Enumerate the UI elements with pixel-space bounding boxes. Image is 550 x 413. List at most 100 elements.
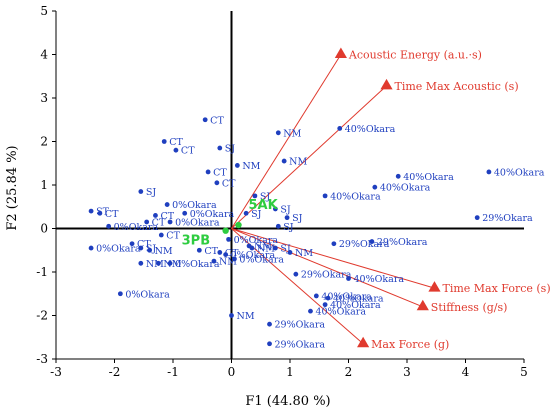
data-point-label: 40%Okara [345, 124, 396, 135]
variable-label: Time Max Force (s) [442, 282, 550, 295]
data-point [217, 250, 223, 255]
data-point [322, 302, 328, 308]
data-point-label: NM [242, 161, 260, 172]
data-point-label: 29%Okara [339, 239, 390, 250]
variable-vectors: Acoustic Energy (a.u.·s) Time Max Acousti… [231, 47, 550, 351]
y-tick-label: -2 [36, 309, 48, 323]
data-point [474, 215, 480, 221]
data-point-label: SJ [283, 222, 294, 233]
y-tick-label: 1 [40, 178, 48, 192]
data-point [223, 252, 229, 257]
data-point [234, 163, 240, 168]
data-point [272, 206, 278, 212]
x-tick-label: 3 [403, 365, 411, 379]
data-point [202, 117, 208, 123]
data-point-label: SJ [280, 244, 291, 255]
data-point-label: NM [155, 246, 173, 257]
axes: -3 -2 -1 0 1 2 3 4 5 -3 -2 -1 0 1 2 3 4 5 [36, 4, 528, 379]
data-point [129, 241, 135, 247]
data-point [337, 126, 343, 131]
data-point-label: 40%Okara [330, 300, 381, 311]
data-point-label: 0%Okara [231, 250, 276, 261]
data-point [97, 210, 103, 216]
data-point [284, 215, 290, 221]
data-point-label: SJ [251, 209, 262, 220]
data-point [486, 169, 492, 175]
x-tick-label: -1 [167, 365, 179, 379]
data-point-label: CT [225, 248, 239, 259]
variable-label: Time Max Acoustic (s) [395, 80, 519, 93]
data-point-label: CT [169, 137, 183, 148]
data-point-label: NM [237, 311, 255, 322]
variable-vector [231, 85, 387, 229]
data-point [331, 241, 337, 247]
data-point [144, 219, 150, 225]
data-point [275, 130, 281, 136]
data-point [249, 245, 255, 251]
variable-label: Acoustic Energy (a.u.·s) [348, 49, 482, 62]
x-tick-label: -2 [109, 365, 121, 379]
data-point [232, 256, 237, 262]
data-point [313, 293, 319, 299]
data-point-label: SJ [146, 244, 157, 255]
data-point-label: NM [146, 259, 164, 270]
data-point [138, 189, 144, 194]
variable-label: Max Force (g) [371, 338, 449, 351]
y-tick-label: -1 [36, 265, 48, 279]
data-point [217, 145, 223, 151]
data-point-label: 40%Okara [380, 183, 431, 194]
data-point-label: NM [257, 244, 275, 255]
y-tick-label: 0 [40, 222, 48, 236]
variable-vector [231, 228, 423, 308]
variable-marker [357, 336, 370, 348]
data-point-label: CT [152, 217, 166, 228]
data-point [281, 158, 287, 164]
data-point-label: NM [163, 259, 181, 270]
data-point-label: NM [254, 241, 272, 252]
data-point-label: 40%Okara [315, 307, 366, 318]
x-tick-label: 1 [286, 365, 294, 379]
data-point-label: 0%Okara [175, 217, 220, 228]
data-point-label: SJ [292, 213, 303, 224]
data-point [243, 210, 249, 216]
data-point [325, 295, 331, 301]
data-point-label: 40%Okara [494, 167, 545, 178]
center-label: 3PB [182, 234, 210, 249]
data-point-label: 40%Okara [403, 172, 454, 183]
x-tick-label: -3 [50, 365, 62, 379]
data-point-label: NM [289, 157, 307, 168]
data-point [287, 250, 293, 255]
data-point [252, 193, 258, 199]
data-point-label: 0%Okara [125, 289, 170, 300]
data-point-label: CT [213, 167, 227, 178]
y-tick-label: -3 [36, 352, 48, 366]
data-point [106, 223, 112, 229]
data-point [182, 210, 188, 216]
data-point [138, 260, 144, 266]
data-point [308, 308, 313, 314]
data-point-label: 0%Okara [239, 254, 284, 265]
data-point [88, 208, 94, 214]
data-point-label: 0%Okara [172, 200, 217, 211]
data-point [196, 247, 202, 253]
data-point [161, 139, 167, 144]
data-point-label: 40%Okara [330, 191, 381, 202]
variable-marker [380, 78, 393, 90]
data-point [211, 258, 217, 264]
data-point [214, 180, 220, 186]
data-point-label: CT [181, 146, 195, 157]
data-point-label: 40%Okara [333, 294, 384, 305]
x-tick-label: 0 [228, 365, 236, 379]
variable-marker [428, 281, 441, 292]
variable-vector [231, 54, 342, 229]
data-point-label: CT [210, 115, 224, 126]
data-point-label: 0%Okara [175, 259, 220, 270]
data-point-label: CT [105, 209, 119, 220]
data-point [372, 184, 378, 190]
data-point [272, 245, 278, 251]
data-point-label: 0%Okara [234, 235, 279, 246]
data-point [226, 236, 231, 242]
data-point-label: 29%Okara [275, 320, 326, 331]
data-point-label: SJ [225, 144, 236, 155]
